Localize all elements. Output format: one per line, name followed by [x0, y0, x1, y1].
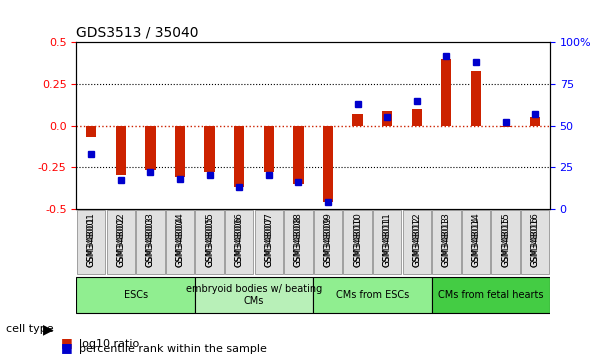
Bar: [382, 111, 392, 126]
FancyBboxPatch shape: [255, 210, 283, 274]
Bar: [86, 126, 97, 137]
Bar: [530, 117, 540, 126]
Bar: [441, 59, 452, 126]
Bar: [323, 126, 333, 202]
FancyBboxPatch shape: [195, 277, 313, 313]
Text: GSM348007: GSM348007: [264, 217, 273, 267]
FancyBboxPatch shape: [462, 210, 490, 274]
Text: GSM348002: GSM348002: [116, 212, 125, 267]
Text: ■: ■: [61, 336, 73, 349]
Text: GSM348008: GSM348008: [294, 212, 303, 267]
Text: CMs from ESCs: CMs from ESCs: [335, 290, 409, 300]
FancyBboxPatch shape: [106, 210, 135, 274]
FancyBboxPatch shape: [313, 277, 431, 313]
Text: GSM348002: GSM348002: [116, 217, 125, 267]
Text: GSM348005: GSM348005: [205, 212, 214, 267]
Bar: [115, 126, 126, 176]
Bar: [470, 71, 481, 126]
Text: GSM348013: GSM348013: [442, 212, 451, 267]
Text: GSM348014: GSM348014: [472, 217, 480, 267]
FancyBboxPatch shape: [432, 210, 461, 274]
Text: GSM348015: GSM348015: [501, 212, 510, 267]
Text: GSM348006: GSM348006: [235, 217, 244, 267]
Text: GSM348006: GSM348006: [235, 212, 244, 267]
Text: GSM348007: GSM348007: [264, 212, 273, 267]
Bar: [145, 126, 156, 171]
Text: GSM348003: GSM348003: [146, 217, 155, 267]
Text: GSM348005: GSM348005: [205, 217, 214, 267]
Text: GSM348012: GSM348012: [412, 217, 421, 267]
Text: GSM348001: GSM348001: [87, 217, 96, 267]
Text: GSM348004: GSM348004: [175, 212, 185, 267]
FancyBboxPatch shape: [284, 210, 313, 274]
FancyBboxPatch shape: [373, 210, 401, 274]
Text: ■: ■: [61, 341, 73, 354]
Bar: [293, 126, 304, 184]
FancyBboxPatch shape: [343, 210, 371, 274]
Text: GSM348004: GSM348004: [175, 217, 185, 267]
Bar: [175, 126, 185, 177]
Bar: [412, 109, 422, 126]
Text: GSM348013: GSM348013: [442, 217, 451, 267]
Text: GSM348009: GSM348009: [323, 217, 332, 267]
Text: GSM348009: GSM348009: [323, 212, 332, 267]
FancyBboxPatch shape: [521, 210, 549, 274]
Text: GSM348014: GSM348014: [472, 212, 480, 267]
FancyBboxPatch shape: [313, 210, 342, 274]
Text: GSM348011: GSM348011: [382, 212, 392, 267]
FancyBboxPatch shape: [196, 210, 224, 274]
Bar: [500, 126, 511, 127]
Bar: [204, 126, 214, 172]
Bar: [234, 126, 244, 187]
FancyBboxPatch shape: [431, 277, 550, 313]
Text: GSM348003: GSM348003: [146, 212, 155, 267]
Text: percentile rank within the sample: percentile rank within the sample: [79, 344, 267, 354]
Text: GSM348010: GSM348010: [353, 217, 362, 267]
Bar: [353, 114, 363, 126]
Text: log10 ratio: log10 ratio: [79, 339, 140, 349]
Text: GSM348016: GSM348016: [530, 217, 540, 267]
Text: GSM348015: GSM348015: [501, 217, 510, 267]
Text: GSM348016: GSM348016: [530, 212, 540, 267]
FancyBboxPatch shape: [76, 277, 195, 313]
FancyBboxPatch shape: [403, 210, 431, 274]
Text: GSM348001: GSM348001: [87, 212, 96, 267]
Text: cell type: cell type: [6, 324, 54, 334]
Text: GSM348011: GSM348011: [382, 217, 392, 267]
FancyBboxPatch shape: [166, 210, 194, 274]
Text: GSM348008: GSM348008: [294, 217, 303, 267]
FancyBboxPatch shape: [225, 210, 254, 274]
Bar: [263, 126, 274, 172]
FancyBboxPatch shape: [491, 210, 520, 274]
Text: GSM348012: GSM348012: [412, 212, 421, 267]
FancyBboxPatch shape: [136, 210, 164, 274]
Text: GSM348010: GSM348010: [353, 212, 362, 267]
Text: ▶: ▶: [43, 322, 53, 336]
Text: GDS3513 / 35040: GDS3513 / 35040: [76, 26, 199, 40]
FancyBboxPatch shape: [77, 210, 105, 274]
Text: ESCs: ESCs: [123, 290, 148, 300]
Text: embryoid bodies w/ beating
CMs: embryoid bodies w/ beating CMs: [186, 284, 322, 306]
Text: CMs from fetal hearts: CMs from fetal hearts: [438, 290, 543, 300]
